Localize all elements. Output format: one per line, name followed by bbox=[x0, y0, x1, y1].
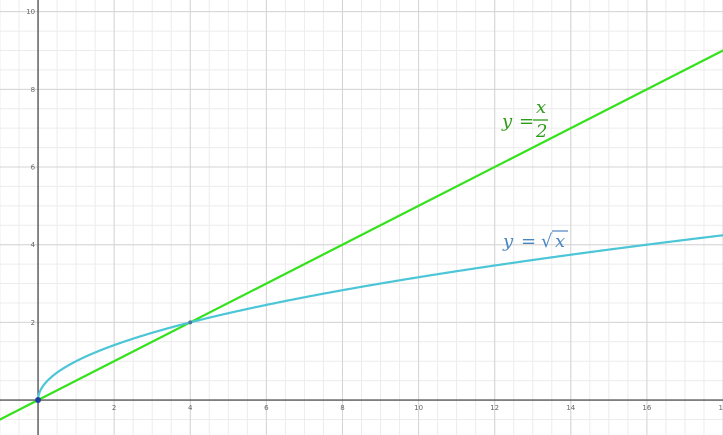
x-tick-label: 4 bbox=[188, 404, 193, 412]
x-tick-label: 8 bbox=[340, 404, 344, 412]
x-tick-label: 6 bbox=[264, 404, 269, 412]
line-equation-label: y = x 2 bbox=[501, 97, 548, 142]
x-tick-label: 16 bbox=[642, 404, 651, 412]
origin-point bbox=[35, 397, 42, 404]
y-tick-label: 4 bbox=[31, 241, 36, 249]
line-series-x-over-2 bbox=[0, 49, 723, 421]
y-tick-label: 2 bbox=[31, 319, 35, 327]
y-tick-label: 6 bbox=[31, 164, 36, 172]
intersection-point bbox=[188, 320, 193, 325]
curves bbox=[0, 49, 723, 421]
sqrt-label-x: x bbox=[555, 231, 565, 252]
x-tick-label: 2 bbox=[112, 404, 116, 412]
line-label-y: y bbox=[501, 111, 513, 132]
sqrt-label-y: y bbox=[502, 231, 514, 252]
x-tick-label: 18 bbox=[719, 404, 723, 412]
sqrt-series bbox=[36, 234, 723, 402]
y-tick-label: 10 bbox=[26, 8, 35, 16]
sqrt-radical-sign: √ bbox=[541, 231, 553, 252]
x-tick-label: 14 bbox=[566, 404, 575, 412]
x-tick-label: 12 bbox=[490, 404, 499, 412]
x-tick-label: 10 bbox=[414, 404, 423, 412]
sqrt-equation-label: y = √ x bbox=[502, 230, 568, 252]
line-label-denominator: 2 bbox=[535, 121, 547, 142]
sqrt-label-equals: = bbox=[521, 231, 536, 252]
y-tick-label: 8 bbox=[31, 86, 35, 94]
tick-labels: 2 4 6 8 10 12 14 16 18 2 4 6 8 10 bbox=[26, 8, 723, 412]
line-label-numerator: x bbox=[536, 97, 546, 118]
line-label-equals: = bbox=[519, 111, 534, 132]
